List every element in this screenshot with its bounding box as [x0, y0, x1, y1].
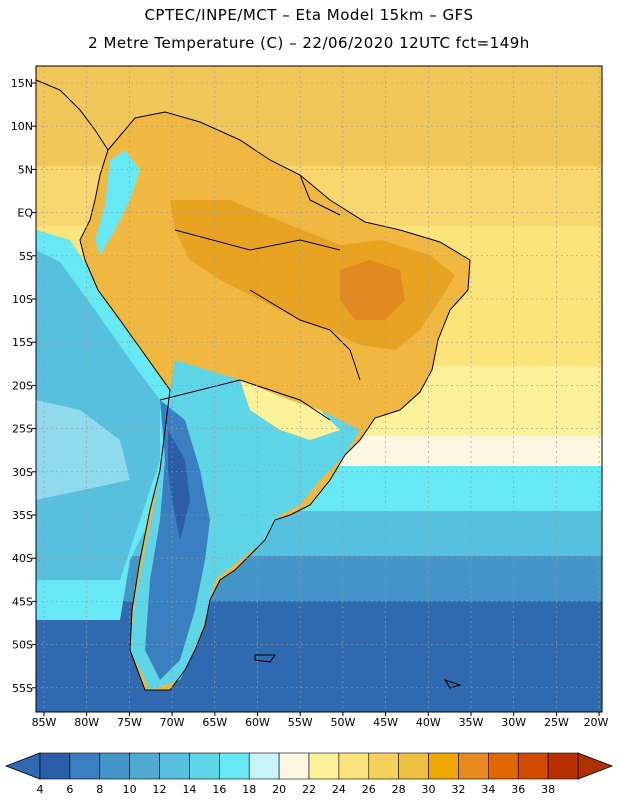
colorbar-label: 32 [451, 783, 466, 796]
colorbar-swatch [368, 752, 399, 780]
andes-coldest-ridge [168, 430, 190, 540]
lat-label: 35S [12, 509, 33, 522]
lon-label: 20W [584, 716, 609, 729]
colorbar-swatch [129, 752, 160, 780]
lon-label: 70W [160, 716, 185, 729]
lon-label: 45W [373, 716, 398, 729]
lat-label: 20S [12, 379, 33, 392]
lon-label: 30W [501, 716, 526, 729]
colorbar-swatch [278, 752, 310, 780]
colorbar-swatch [159, 752, 190, 780]
pacific-cold-tongue [36, 250, 160, 580]
lat-label: 5N [18, 163, 33, 176]
colorbar-swatch [308, 752, 340, 780]
colorbar-label: 4 [36, 783, 44, 796]
chaco-transition [240, 380, 340, 440]
map-frame [35, 65, 603, 713]
chart-subtitle: 2 Metre Temperature (C) – 22/06/2020 12U… [88, 34, 530, 52]
lat-label: 10N [11, 120, 33, 133]
colorbar-swatch [338, 752, 370, 780]
colorbar-over-arrow [577, 752, 614, 780]
colorbar-swatch [69, 752, 101, 780]
lon-label: 25W [544, 716, 569, 729]
colorbar-swatch [488, 752, 519, 780]
lon-label: 55W [288, 716, 313, 729]
colorbar-label: 6 [66, 783, 74, 796]
colorbar-swatch [517, 752, 549, 780]
lon-label: 65W [202, 716, 227, 729]
colorbar-label: 38 [541, 783, 556, 796]
lat-label: EQ [17, 207, 33, 220]
colorbar-label: 12 [152, 783, 167, 796]
longitude-labels: 85W 80W 75W 70W 65W 60W 55W 50W 45W 40W 35W 30W 25W 2… [32, 716, 609, 729]
lat-label: 15S [12, 336, 33, 349]
colorbar-under-arrow [4, 752, 41, 780]
coastline-outlines [35, 79, 471, 691]
lon-label: 75W [117, 716, 142, 729]
lat-label: 45S [12, 595, 33, 608]
pacific-pale-patch [36, 400, 130, 500]
lon-label: 80W [74, 716, 99, 729]
colorbar-label: 36 [511, 783, 526, 796]
colorbar-label: 8 [96, 783, 104, 796]
lat-label: 30S [12, 466, 33, 479]
colorbar-swatch [99, 752, 130, 780]
colorbar-swatch [428, 752, 459, 780]
lon-label: 60W [245, 716, 270, 729]
colorbar-label: 18 [242, 783, 257, 796]
colorbar-swatch [189, 752, 220, 780]
colorbar-label: 34 [481, 783, 496, 796]
ocean-band-cold [36, 556, 602, 601]
lat-label: 50S [12, 639, 33, 652]
colorbar-label: 26 [361, 783, 376, 796]
lat-label: 5S [19, 250, 33, 263]
ocean-band-coldest [36, 601, 602, 712]
northern-andes-cool [95, 150, 140, 255]
temperature-field [36, 66, 602, 712]
colorbar-label: 20 [272, 783, 287, 796]
lat-label: 25S [12, 423, 33, 436]
lon-label: 50W [330, 716, 355, 729]
colorbar-label: 30 [421, 783, 436, 796]
andes-cold-belt [145, 400, 210, 680]
lat-label: 15N [11, 77, 33, 90]
chart-title: CPTEC/INPE/MCT – Eta Model 15km – GFS [144, 6, 474, 24]
gridlines [36, 66, 602, 712]
colorbar-swatch [39, 752, 71, 780]
colorbar-swatch [219, 752, 250, 780]
colorbar-label: 10 [122, 783, 137, 796]
colorbar-label: 22 [302, 783, 316, 796]
colorbar-swatch [398, 752, 429, 780]
lat-label: 10S [12, 293, 33, 306]
brazil-hot-spot [340, 260, 405, 320]
lon-label: 85W [32, 716, 57, 729]
lon-label: 40W [416, 716, 441, 729]
lat-label: 55S [12, 682, 33, 695]
colorbar [4, 752, 614, 780]
lat-label: 40S [12, 552, 33, 565]
colorbar-swatch [458, 752, 489, 780]
axis-ticks [32, 82, 600, 716]
colorbar-label: 14 [182, 783, 197, 796]
colorbar-label: 16 [212, 783, 227, 796]
latitude-labels: 15N 10N 5N EQ 5S 10S 15S 20S 25S 30S 35S 40S 45S 50S 5… [11, 77, 34, 695]
colorbar-label: 28 [391, 783, 406, 796]
lon-label: 35W [459, 716, 484, 729]
colorbar-swatch [547, 752, 579, 780]
colorbar-swatch [248, 752, 280, 780]
colorbar-label: 24 [331, 783, 346, 796]
